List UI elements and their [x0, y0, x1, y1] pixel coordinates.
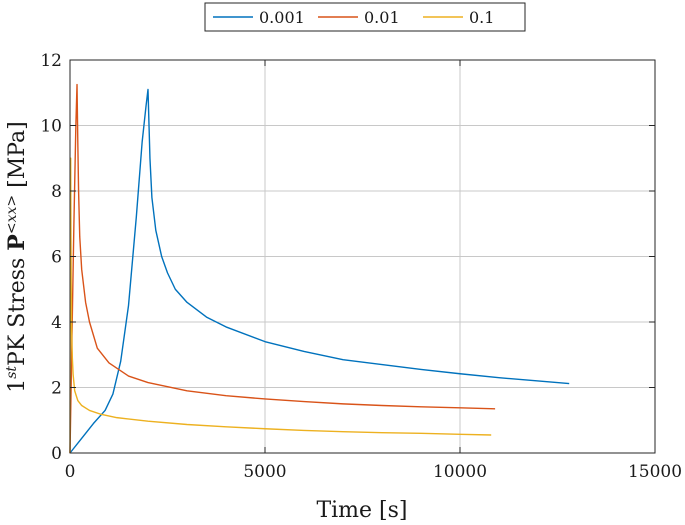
y-axis-label: 1stPK Stress P<xx> [MPa]	[4, 121, 30, 393]
y-tick-label: 10	[40, 117, 62, 137]
x-tick-label: 10000	[433, 462, 487, 482]
x-axis-label: Time [s]	[316, 498, 407, 523]
legend-label-2: 0.01	[364, 8, 400, 27]
legend-label-1: 0.001	[259, 8, 305, 27]
x-tick-label: 0	[65, 462, 76, 482]
grid-lines	[70, 60, 655, 453]
series-line-1	[69, 88, 570, 454]
y-tick-label: 8	[51, 182, 62, 202]
y-tick-label: 2	[51, 379, 62, 399]
y-tick-label: 0	[51, 444, 62, 464]
legend-label-3: 0.1	[469, 8, 494, 27]
y-tick-label: 12	[40, 51, 62, 71]
legend-box	[204, 2, 526, 32]
x-tick-label: 5000	[243, 462, 286, 482]
x-tick-label: 15000	[628, 462, 682, 482]
y-tick-label: 4	[51, 313, 62, 333]
data-series	[69, 83, 570, 454]
series-line-3	[69, 157, 492, 454]
series-line-2	[69, 83, 496, 454]
axis-ticks: 0 5000 10000 15000 0 2 4 6 8 10 12	[40, 51, 682, 482]
y-tick-label: 6	[51, 248, 62, 268]
legend: 0.001 0.01 0.1	[204, 2, 526, 32]
